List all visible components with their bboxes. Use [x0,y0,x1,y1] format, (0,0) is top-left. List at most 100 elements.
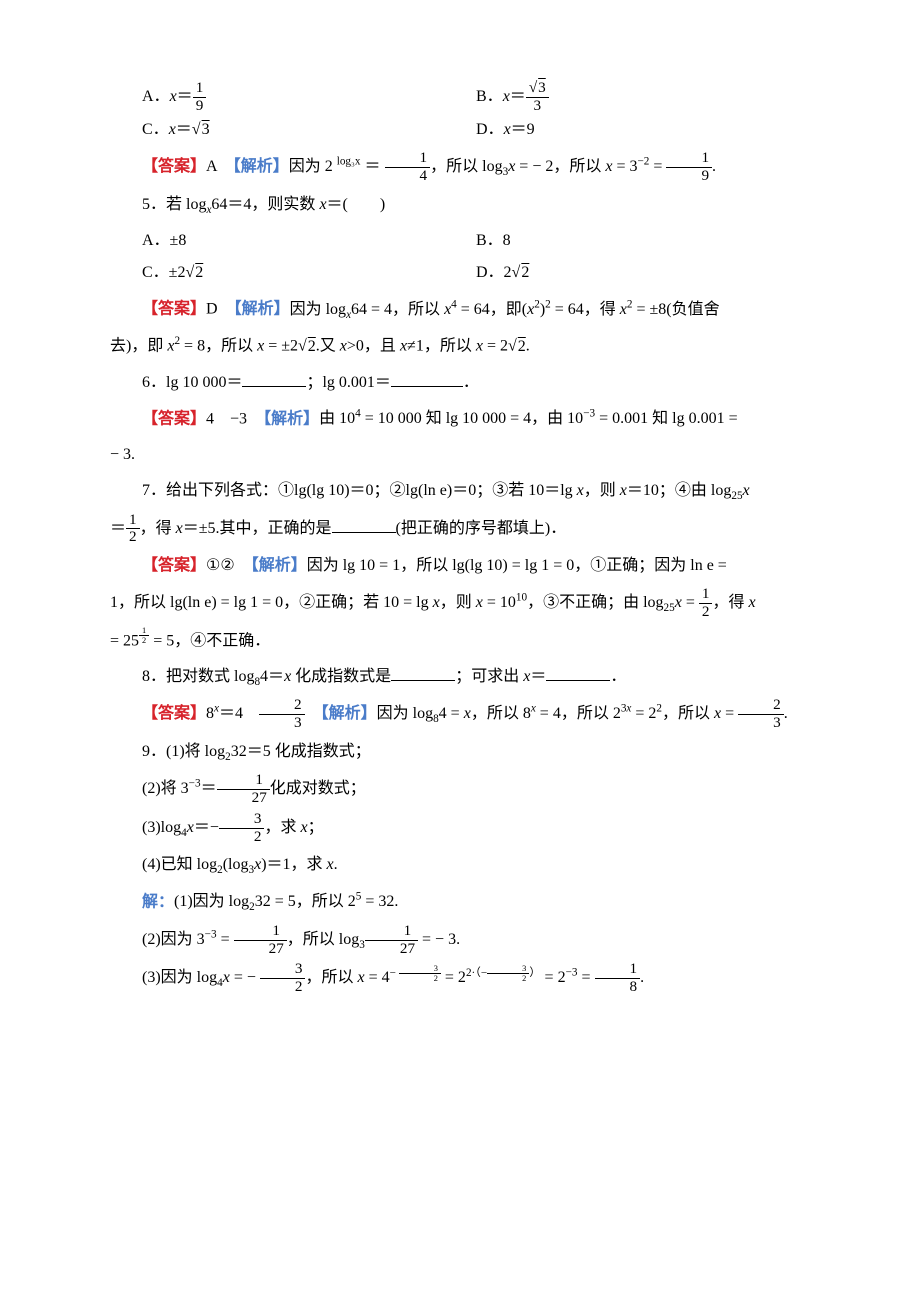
solution-label: 解： [142,893,174,910]
opt-b-frac: √33 [526,80,549,114]
opt-d-body: x＝9 [504,121,535,138]
q5-options-row1: A．±8 B．8 [110,225,810,257]
q9-p2: (2)将 3−3＝127化成对数式； [110,772,810,806]
answer-value: D [206,301,218,318]
q9-s3: (3)因为 log4x = − 32，所以 x = 4− 32 = 22·（−3… [110,961,810,995]
frac127: 127 [217,772,270,806]
q9-p2a: (2)将 3−3＝ [142,780,217,797]
q9-s2a: (2)因为 3−3 = [142,931,234,948]
q4-option-a: A．x＝19 [142,80,476,114]
opt-a-prefix: A． [142,88,170,105]
answer-label: 【答案】 [142,705,206,722]
q9-s3a: (3)因为 log4x = − [142,969,260,986]
frac127c: 127 [365,923,418,957]
blank-field [391,664,455,681]
q6-answer-line1: 【答案】4 −3 【解析】由 104 = 10 000 知 lg 10 000 … [110,403,810,435]
q7-ans-1: 【答案】①② 【解析】因为 lg 10 = 1，所以 lg(lg 10) = l… [110,550,810,582]
q5-anal-1: 因为 logx64 = 4，所以 x4 = 64，即(x2)2 = 64，得 x… [290,301,720,318]
frac19: 19 [666,150,712,184]
analysis-label: 【解析】 [263,410,319,427]
anal-frac: 23 [738,697,784,731]
analysis-label: 【解析】 [251,557,307,574]
q5-answer-line2: 去)，即 x2 = 8，所以 x = ±2√2.又 x>0，且 x≠1，所以 x… [110,330,810,362]
analysis-label: 【解析】 [234,301,290,318]
q7-stem-2: ＝12，得 x＝±5.其中，正确的是(把正确的序号都填上)． [110,512,810,546]
frac32: 32 [219,811,265,845]
q9-p4: (4)已知 log2(log3x)＝1，求 x. [110,849,810,882]
q8-stem-2: ；可求出 x＝ [455,668,546,685]
q4-option-c: C．x＝√3 [142,114,476,146]
q9-p3: (3)log4x＝−32，求 x； [110,811,810,845]
answer-label: 【答案】 [142,158,206,175]
q5-stem: 5．若 logx64＝4，则实数 x＝( ) [110,189,810,222]
q8-anal-1: 因为 log84 = x，所以 8x = 4，所以 23x = 22，所以 x … [377,705,739,722]
answer-label: 【答案】 [142,410,206,427]
q4-answer-line: 【答案】A 【解析】因为 2 log₃x ＝ 14，所以 log3x = − 2… [110,150,810,184]
q7-stem-1: 7．给出下列各式：①lg(lg 10)＝0；②lg(ln e)＝0；③若 10＝… [110,475,810,508]
frac127b: 127 [234,923,287,957]
q9-s2: (2)因为 3−3 = 127，所以 log3127 = − 3. [110,923,810,957]
q9-p1: 9．(1)将 log232＝5 化成指数式； [110,736,810,769]
answer-label: 【答案】 [142,301,206,318]
ans-frac: 23 [259,697,305,731]
analysis-label: 【解析】 [321,705,377,722]
q6-anal-1: 由 104 = 10 000 知 lg 10 000 = 4，由 10−3 = … [319,410,738,427]
opt-a-frac: 19 [193,80,207,114]
blank-field [391,370,463,387]
q4-options-row2: C．x＝√3 D．x＝9 [110,114,810,146]
frac12b: 12 [699,586,713,620]
q9-s3b: ，所以 x = 4 [305,969,389,986]
analysis-text-3: ，所以 log3x = − 2，所以 x = 3−2 = [430,158,666,175]
analysis-text-1: 因为 2 [289,158,337,175]
q4-option-b: B．x＝√33 [476,80,810,114]
answer-value: ①② [206,557,235,574]
analysis-exp: log₃x [337,156,361,168]
q5-options-row2: C．±2√2 D．2√2 [110,257,810,289]
q8-answer: 【答案】8x＝4 23 【解析】因为 log84 = x，所以 8x = 4，所… [110,697,810,731]
frac32b: 32 [260,961,306,995]
exp-frac: 12 [139,626,149,645]
q5-option-a: A．±8 [142,225,476,257]
opt-d-prefix: D． [476,121,504,138]
frac14: 14 [385,150,431,184]
q7-anal-1: 因为 lg 10 = 1，所以 lg(lg 10) = lg 1 = 0，①正确… [307,557,727,574]
frac12: 12 [126,512,140,546]
q4-options-row1: A．x＝19 B．x＝√33 [110,80,810,114]
analysis-label: 【解析】 [233,158,289,175]
opt-b-prefix: B． [476,88,503,105]
q7-anal-2a: 1，所以 lg(ln e) = lg 1 = 0，②正确；若 10 = lg x… [110,594,699,611]
q6-answer-line2: − 3. [110,439,810,471]
q5-option-c: C．±2√2 [142,257,476,289]
q5-option-d: D．2√2 [476,257,810,289]
q7-ans-2: 1，所以 lg(ln e) = lg 1 = 0，②正确；若 10 = lg x… [110,586,810,620]
q7-anal-2b: ，得 x [712,594,755,611]
q8-stem-1: 8．把对数式 log84＝x 化成指数式是 [142,668,391,685]
q5-option-b: B．8 [476,225,810,257]
blank-field [332,516,396,533]
answer-value: 4 −3 [206,410,247,427]
q8-stem: 8．把对数式 log84＝x 化成指数式是；可求出 x＝． [110,661,810,694]
opt-c-prefix: C． [142,121,169,138]
q6-stem: 6．lg 10 000＝；lg 0.001＝． [110,367,810,399]
q9-s1: 解：(1)因为 log232 = 5，所以 25 = 32. [110,886,810,919]
q9-s2b: ，所以 log3 [287,931,365,948]
exp1: − 32 [390,967,441,979]
q7-stem-2b: ，得 x＝±5.其中，正确的是 [140,520,332,537]
q9-s3d: = 2−3 = [541,969,595,986]
exp2: 2·（−32） [466,967,541,979]
q4-option-d: D．x＝9 [476,114,810,146]
blank-field [242,370,306,387]
answer-value: A [206,158,217,175]
q9-p3b: ，求 x； [264,819,323,836]
q9-p3a: (3)log4x＝− [142,819,219,836]
opt-c-body: x＝√3 [169,121,210,138]
frac18: 18 [595,961,641,995]
opt-a-var: x＝ [170,88,193,105]
blank-field [546,664,610,681]
answer-label: 【答案】 [142,557,206,574]
q5-answer-line1: 【答案】D 【解析】因为 logx64 = 4，所以 x4 = 64，即(x2)… [110,293,810,326]
answer-value-1: 8x＝4 [206,705,259,722]
q7-ans-3: = 2512 = 5，④不正确． [110,625,810,657]
opt-b-var: x＝ [503,88,526,105]
q9-s1-body: (1)因为 log232 = 5，所以 25 = 32. [174,893,398,910]
